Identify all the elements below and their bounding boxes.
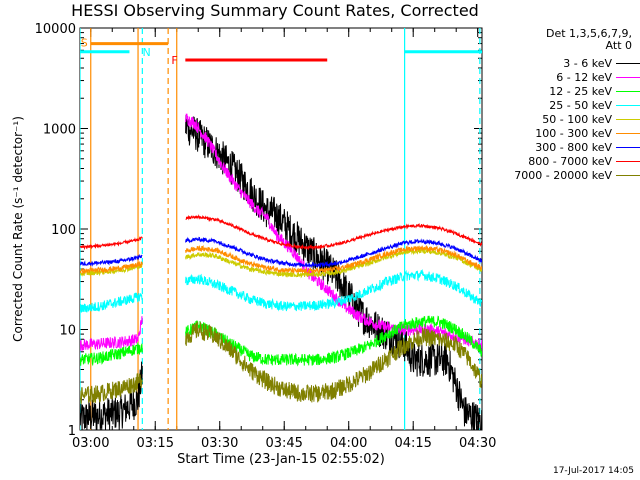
legend-swatch (616, 62, 640, 64)
legend-label: 300 - 800 keV (535, 140, 612, 154)
legend-entry: 3 - 6 keV (470, 56, 640, 70)
flag-label: F (171, 54, 177, 67)
legend-entry: 12 - 25 keV (470, 84, 640, 98)
legend-label: 100 - 300 keV (535, 126, 612, 140)
series-line (80, 269, 482, 313)
legend-label: 3 - 6 keV (563, 56, 612, 70)
detector-header: Det 1,3,5,6,7,9, Att 0 (490, 28, 632, 52)
x-tick-label: 03:45 (265, 436, 302, 451)
legend-swatch (616, 104, 640, 106)
legend-entry: 100 - 300 keV (470, 126, 640, 140)
legend-label: 800 - 7000 keV (528, 154, 612, 168)
legend-swatch (616, 118, 640, 120)
legend-entry: 25 - 50 keV (470, 98, 640, 112)
legend-label: 50 - 100 keV (542, 112, 612, 126)
x-tick-label: 03:15 (137, 436, 174, 451)
legend-label: 12 - 25 keV (549, 84, 612, 98)
y-tick-label: 10000 (35, 22, 76, 37)
series-line (80, 321, 482, 405)
y-tick-label: 100 (51, 223, 76, 238)
x-tick-label: 03:00 (72, 436, 109, 451)
chart-title: HESSI Observing Summary Count Rates, Cor… (71, 1, 479, 20)
x-tick-label: 04:30 (459, 436, 496, 451)
legend-entry: 6 - 12 keV (470, 70, 640, 84)
legend-entry: 800 - 7000 keV (470, 154, 640, 168)
series-line (80, 244, 482, 275)
plot-area (80, 28, 482, 430)
legend-label: 7000 - 20000 keV (514, 168, 612, 182)
legend-entry: 50 - 100 keV (470, 112, 640, 126)
y-axis-label: Corrected Count Rate (s⁻¹ detector⁻¹) (11, 116, 25, 342)
x-tick-label: 03:30 (201, 436, 238, 451)
legend-swatch (616, 146, 640, 148)
series-line (80, 214, 482, 251)
x-tick-label: 04:00 (330, 436, 367, 451)
timestamp: 17-Jul-2017 14:05 (552, 466, 634, 476)
y-tick-label: 10 (59, 324, 76, 339)
legend-swatch (616, 76, 640, 78)
legend-swatch (616, 160, 640, 162)
series-line (80, 113, 482, 351)
legend: 3 - 6 keV 6 - 12 keV 12 - 25 keV 25 - 50 ke… (470, 56, 640, 182)
flag-label: S (81, 36, 88, 49)
legend-label: 25 - 50 keV (549, 98, 612, 112)
flag-label: N (143, 46, 151, 59)
series-line (80, 236, 482, 269)
detector-header-line-2: Att 0 (605, 39, 632, 52)
legend-swatch (616, 90, 640, 92)
legend-entry: 300 - 800 keV (470, 140, 640, 154)
legend-entry: 7000 - 20000 keV (470, 168, 640, 182)
legend-swatch (616, 132, 640, 134)
detector-header-line-1: Det 1,3,5,6,7,9, (545, 27, 632, 40)
y-tick-label: 1 (68, 424, 76, 439)
y-tick-label: 1000 (43, 123, 76, 138)
legend-swatch (616, 174, 640, 176)
x-tick-label: 04:15 (394, 436, 431, 451)
x-axis-label: Start Time (23-Jan-15 02:55:02) (177, 452, 385, 467)
legend-label: 6 - 12 keV (556, 70, 612, 84)
